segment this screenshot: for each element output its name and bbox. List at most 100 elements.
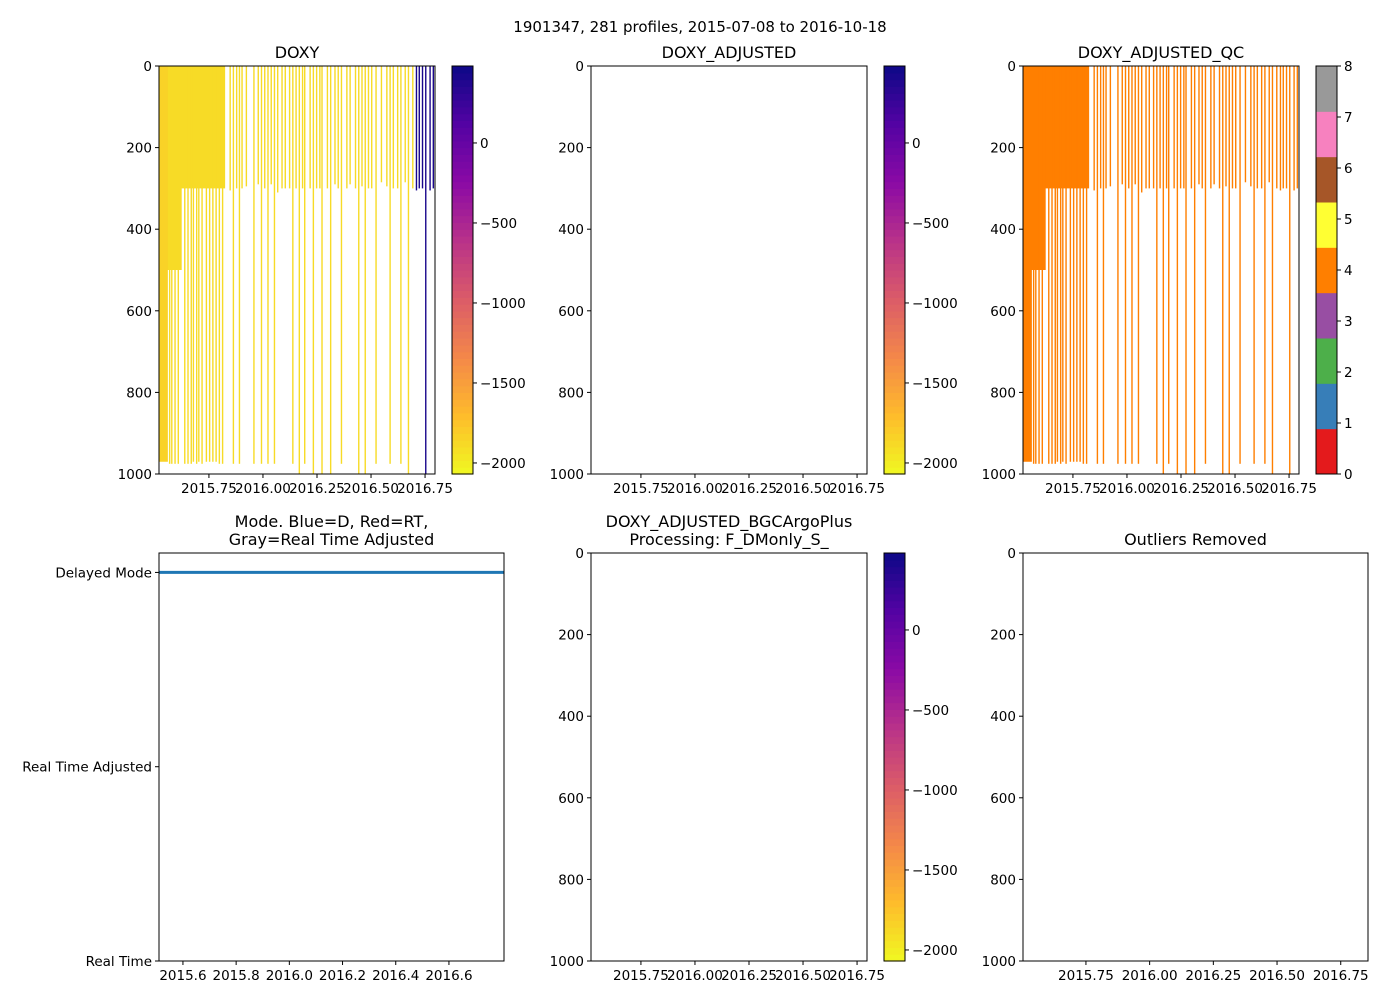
colorbar-band <box>884 236 905 244</box>
profile-line <box>400 66 402 464</box>
profile-line <box>1276 66 1278 189</box>
colorbar-band <box>452 317 473 325</box>
colorbar-band <box>884 270 905 278</box>
colorbar-band <box>452 412 473 421</box>
colorbar-band <box>452 419 473 427</box>
colorbar-tick-label: 1 <box>1344 416 1353 432</box>
colorbar-band <box>452 406 473 414</box>
colorbar-band <box>452 310 473 319</box>
profile-line <box>1225 66 1227 187</box>
colorbar-band <box>452 249 473 257</box>
colorbar-band <box>884 818 905 826</box>
profile-line <box>1032 66 1035 464</box>
colorbar-band <box>884 954 905 962</box>
y-tick-label: Real Time Adjusted <box>22 760 152 776</box>
profile-line <box>404 66 406 183</box>
colorbar-band <box>884 446 905 455</box>
colorbar-band <box>452 188 473 196</box>
panel-title: DOXY_ADJUSTED_BGCArgoPlus Processing: F_D… <box>606 512 853 550</box>
colorbar-band <box>884 263 905 271</box>
colorbar-band <box>452 86 473 94</box>
profile-line <box>1279 66 1282 191</box>
profile-line <box>232 66 235 464</box>
colorbar-band <box>884 134 905 142</box>
colorbar-band <box>452 338 473 346</box>
colorbar-band <box>452 358 473 366</box>
panel-title: DOXY_ADJUSTED_QC <box>1078 43 1244 63</box>
colorbar-band <box>452 202 473 210</box>
colorbar-band <box>452 290 473 298</box>
profile-line <box>208 66 211 462</box>
profile-line <box>1204 66 1207 464</box>
colorbar-band <box>884 154 905 162</box>
x-tick-label: 2016.00 <box>667 481 723 497</box>
profile-line <box>1228 66 1230 474</box>
colorbar-band <box>884 140 905 149</box>
colorbar-tick-label: 2 <box>1344 365 1353 381</box>
profile-line <box>319 66 321 189</box>
colorbar-band <box>1316 247 1337 294</box>
colorbar-band <box>884 831 905 840</box>
profile-line <box>1168 66 1170 464</box>
colorbar-band <box>884 920 905 928</box>
profile-line <box>1079 66 1081 462</box>
colorbar-band <box>884 593 905 602</box>
profile-line <box>425 66 427 474</box>
x-tick-label: 2016.25 <box>1185 968 1241 984</box>
profile-line <box>346 66 348 189</box>
profile-line <box>1054 66 1056 464</box>
x-tick-label: 2016.25 <box>721 481 777 497</box>
colorbar-band <box>884 120 905 128</box>
profile-line <box>1124 66 1127 464</box>
x-tick-label: 2016.50 <box>1249 968 1305 984</box>
colorbar-band <box>884 72 905 81</box>
profile-line <box>1231 66 1234 189</box>
colorbar-band <box>452 208 473 217</box>
colorbar-band <box>884 621 905 629</box>
colorbar-band <box>452 222 473 230</box>
colorbar-tick-label: −1000 <box>912 783 958 799</box>
profile-line <box>1285 66 1288 189</box>
profile-line <box>1109 66 1112 187</box>
profile-line <box>253 66 255 464</box>
colorbar-band <box>884 113 905 121</box>
colorbar-band <box>884 777 905 785</box>
profile-line <box>1222 66 1224 474</box>
x-tick-label: 2016.00 <box>1099 481 1155 497</box>
profile-block <box>159 66 168 462</box>
colorbar-band <box>884 791 905 799</box>
colorbar-band <box>884 906 905 914</box>
profile-line <box>260 66 263 464</box>
colorbar-band <box>884 317 905 325</box>
colorbar-band <box>884 331 905 339</box>
colorbar-band <box>884 614 905 622</box>
profile-line <box>1137 66 1140 464</box>
colorbar-band <box>452 446 473 455</box>
profile-line <box>1213 66 1215 185</box>
profile-line <box>312 66 315 474</box>
x-tick-label: 2016.25 <box>289 481 345 497</box>
profile-line <box>1193 66 1196 474</box>
x-tick-label: 2015.75 <box>1058 968 1114 984</box>
colorbar-tick-label: 8 <box>1344 59 1353 75</box>
profile-line <box>1069 66 1072 462</box>
y-tick-label: 1000 <box>982 954 1016 970</box>
profile-block <box>1023 66 1032 462</box>
colorbar-band <box>884 682 905 690</box>
y-tick-label: 0 <box>143 59 152 75</box>
colorbar-band <box>884 168 905 176</box>
profile-line <box>418 66 420 189</box>
colorbar-band <box>452 168 473 176</box>
colorbar-band <box>884 467 905 475</box>
colorbar-band <box>884 283 905 291</box>
axes-frame <box>1022 552 1369 962</box>
colorbar-band <box>884 566 905 574</box>
profile-line <box>1296 66 1299 189</box>
colorbar-band <box>452 453 473 461</box>
panel-doxy-adjusted: DOXY_ADJUSTED 2015.752016.002016.252016.5… <box>550 43 958 497</box>
profile-line <box>1162 66 1165 474</box>
profile-line <box>1159 66 1161 189</box>
profile-line <box>386 66 388 187</box>
